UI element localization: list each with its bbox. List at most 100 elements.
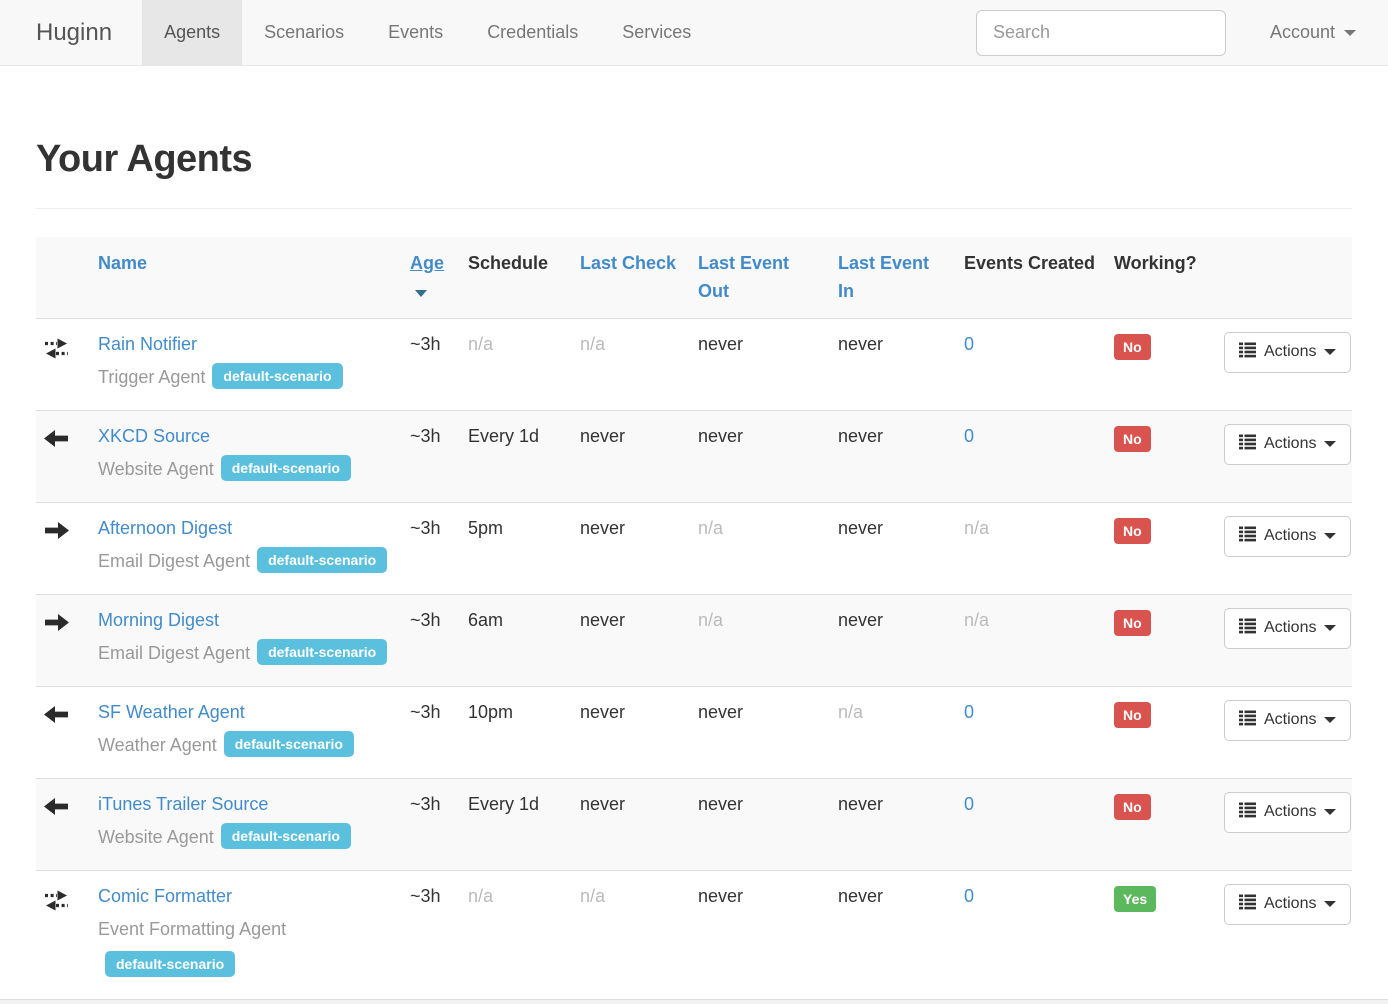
events-created-cell: 0 — [964, 793, 975, 814]
column-header-age[interactable]: Age — [402, 237, 460, 319]
scenario-badge[interactable]: default-scenario — [105, 950, 236, 977]
agent-type-label: Email Digest Agent — [98, 550, 251, 571]
list-icon — [1239, 526, 1256, 547]
nav-item-services[interactable]: Services — [622, 22, 692, 42]
table-row: Morning Digest Email Digest Agent default… — [36, 594, 1352, 687]
last-check-cell: never — [580, 517, 626, 538]
last-event-in-cell: never — [838, 609, 884, 630]
scenario-badge[interactable]: default-scenario — [220, 822, 351, 849]
list-icon — [1239, 434, 1256, 455]
chevron-down-icon — [1324, 625, 1337, 632]
table-row: Comic Formatter Event Formatting Agent de… — [36, 870, 1352, 998]
main-content: Your Agents Name Age Schedule Last Check Las… — [0, 138, 1388, 998]
transfer-icon — [44, 890, 82, 911]
last-check-cell: n/a — [580, 333, 606, 354]
scenario-badge[interactable]: default-scenario — [257, 546, 388, 573]
actions-button[interactable]: Actions — [1224, 423, 1352, 465]
nav-item-agents[interactable]: Agents — [142, 0, 243, 65]
column-header-schedule: Schedule — [460, 237, 572, 319]
nav-item-credentials[interactable]: Credentials — [487, 22, 579, 42]
working-badge: Yes — [1114, 885, 1157, 912]
actions-button[interactable]: Actions — [1224, 515, 1352, 557]
scenario-badge[interactable]: default-scenario — [220, 454, 351, 481]
schedule-cell: 5pm — [468, 517, 504, 538]
schedule-cell: 6am — [468, 609, 504, 630]
age-cell: ~3h — [410, 333, 441, 354]
chevron-down-icon — [1324, 809, 1337, 816]
actions-button[interactable]: Actions — [1224, 791, 1352, 833]
account-label: Account — [1269, 22, 1335, 42]
age-cell: ~3h — [410, 701, 441, 722]
agent-name-link[interactable]: iTunes Trailer Source — [98, 793, 269, 814]
agent-type-label: Website Agent — [98, 826, 214, 847]
age-cell: ~3h — [410, 517, 441, 538]
list-icon — [1239, 618, 1256, 639]
chevron-down-icon — [1324, 349, 1337, 356]
navbar-right: Account — [975, 0, 1388, 65]
list-icon — [1239, 710, 1256, 731]
last-check-cell: never — [580, 609, 626, 630]
agent-type-label: Event Formatting Agent — [98, 918, 287, 939]
scenario-badge[interactable]: default-scenario — [257, 638, 388, 665]
agent-name-link[interactable]: Morning Digest — [98, 609, 220, 630]
working-badge: No — [1114, 701, 1151, 728]
top-navbar: Huginn Agents Scenarios Events Credentials S… — [0, 0, 1388, 66]
age-cell: ~3h — [410, 425, 441, 446]
working-badge: No — [1114, 425, 1151, 452]
column-header-last-check[interactable]: Last Check — [572, 237, 690, 319]
table-row: SF Weather Agent Weather Agent default-sc… — [36, 686, 1352, 779]
search-input[interactable] — [975, 9, 1226, 56]
last-event-out-cell: n/a — [698, 517, 724, 538]
column-header-name[interactable]: Name — [90, 237, 402, 319]
agent-name-link[interactable]: Afternoon Digest — [98, 517, 233, 538]
schedule-cell: n/a — [468, 333, 494, 354]
nav-item-scenarios[interactable]: Scenarios — [264, 22, 345, 42]
column-header-last-event-out[interactable]: Last Event Out — [690, 237, 830, 319]
working-badge: No — [1114, 609, 1151, 636]
column-header-events-created: Events Created — [956, 237, 1106, 319]
actions-button[interactable]: Actions — [1224, 331, 1352, 373]
events-created-cell: 0 — [964, 701, 975, 722]
account-menu[interactable]: Account — [1270, 22, 1356, 43]
last-event-out-cell: never — [698, 425, 744, 446]
schedule-cell: n/a — [468, 885, 494, 906]
divider — [36, 208, 1352, 209]
last-check-cell: never — [580, 701, 626, 722]
chevron-down-icon — [1344, 29, 1356, 36]
table-row: iTunes Trailer Source Website Agent defau… — [36, 778, 1352, 871]
nav-item-events[interactable]: Events — [388, 22, 444, 42]
last-event-in-cell: never — [838, 425, 884, 446]
last-event-in-cell: never — [838, 517, 884, 538]
column-header-empty — [36, 237, 90, 319]
column-header-last-event-in[interactable]: Last Event In — [830, 237, 956, 319]
scenario-badge[interactable]: default-scenario — [212, 362, 343, 389]
working-badge: No — [1114, 793, 1151, 820]
events-created-cell: 0 — [964, 885, 975, 906]
last-event-in-cell: n/a — [838, 701, 864, 722]
agent-name-link[interactable]: XKCD Source — [98, 425, 211, 446]
page-title: Your Agents — [36, 138, 253, 180]
agent-name-link[interactable]: Rain Notifier — [98, 333, 198, 354]
agent-type-label: Trigger Agent — [98, 366, 206, 387]
last-check-cell: n/a — [580, 885, 606, 906]
events-created-cell: 0 — [964, 333, 975, 354]
actions-button[interactable]: Actions — [1224, 883, 1352, 925]
last-event-out-cell: never — [698, 885, 744, 906]
list-icon — [1239, 894, 1256, 915]
brand-logo[interactable]: Huginn — [36, 18, 113, 46]
chevron-down-icon — [1324, 717, 1337, 724]
arrow-left-icon — [44, 705, 82, 723]
agent-type-label: Email Digest Agent — [98, 642, 251, 663]
last-event-out-cell: never — [698, 333, 744, 354]
arrow-right-icon — [44, 521, 82, 539]
events-created-cell: n/a — [964, 609, 990, 630]
last-check-cell: never — [580, 425, 626, 446]
agent-name-link[interactable]: Comic Formatter — [98, 885, 233, 906]
chevron-down-icon — [1324, 901, 1337, 908]
scenario-badge[interactable]: default-scenario — [223, 730, 354, 757]
actions-button[interactable]: Actions — [1224, 699, 1352, 741]
agent-name-link[interactable]: SF Weather Agent — [98, 701, 245, 722]
age-cell: ~3h — [410, 793, 441, 814]
agent-type-label: Website Agent — [98, 458, 214, 479]
actions-button[interactable]: Actions — [1224, 607, 1352, 649]
